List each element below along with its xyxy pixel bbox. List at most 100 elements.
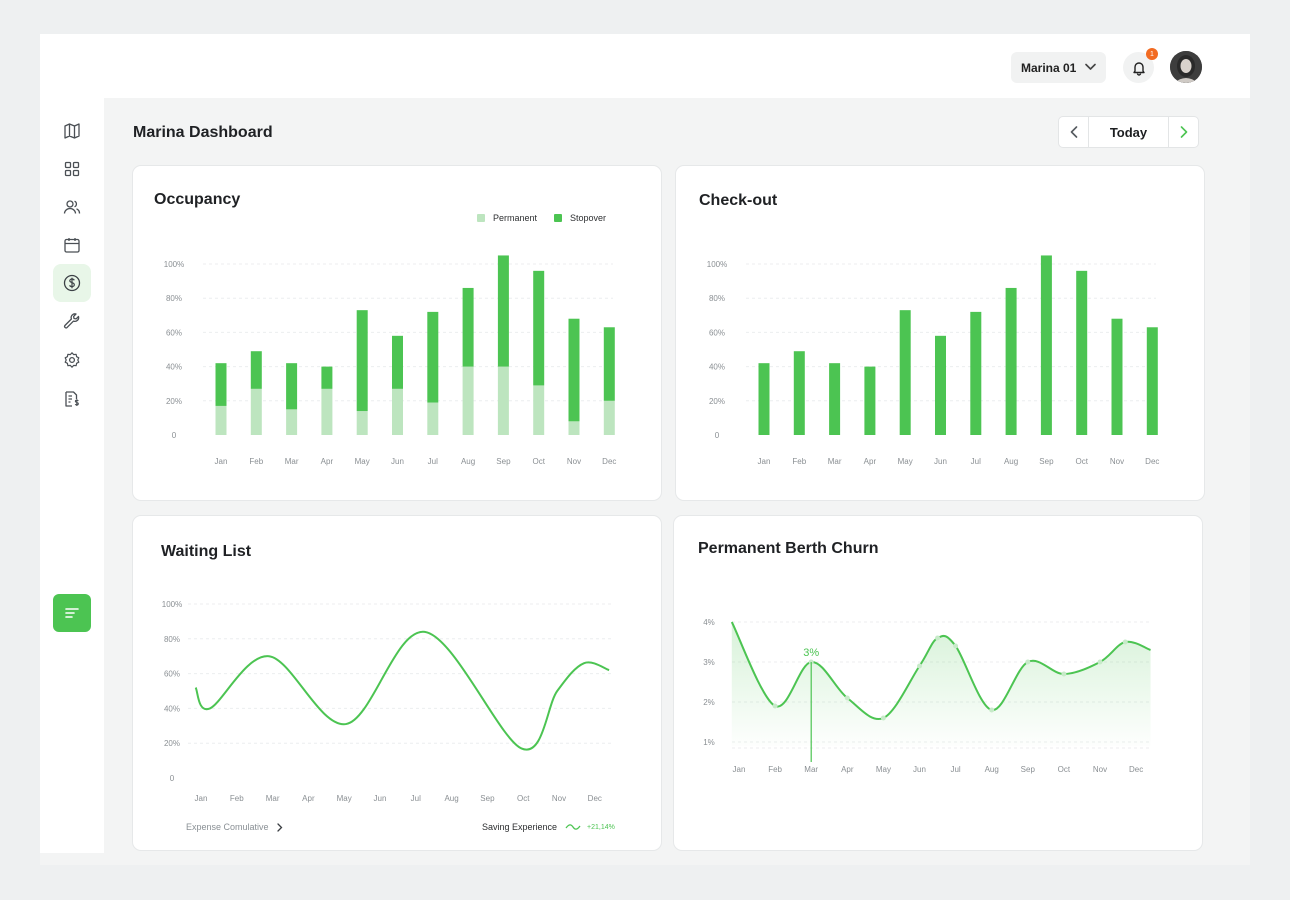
chevron-right-icon xyxy=(1180,126,1187,138)
x-tick-label: Jun xyxy=(391,457,404,466)
bar-checkout xyxy=(758,363,770,435)
x-tick-label: May xyxy=(898,457,913,466)
berth-churn-title: Permanent Berth Churn xyxy=(698,540,879,557)
app-window: Marina 01 1 xyxy=(40,34,1250,865)
churn-marker-label: 3% xyxy=(803,647,819,659)
x-tick-label: Mar xyxy=(266,794,280,803)
bar-stopover xyxy=(568,318,580,422)
sidebar-item-settings[interactable] xyxy=(53,341,91,379)
sidebar-item-billing[interactable] xyxy=(53,380,91,418)
avatar[interactable] xyxy=(1170,51,1202,83)
bar-permanent xyxy=(356,411,368,435)
x-tick-label: Sep xyxy=(1039,457,1054,466)
bar-checkout xyxy=(1005,287,1017,435)
y-tick-label: 0 xyxy=(715,431,720,440)
legend-label: Stopover xyxy=(570,213,607,223)
bar-stopover xyxy=(356,310,368,412)
chevron-right-icon xyxy=(276,822,282,832)
bar-checkout xyxy=(899,310,911,435)
bar-permanent xyxy=(568,421,580,435)
sidebar-item-users[interactable] xyxy=(53,188,91,226)
saving-experience-label: Saving Experience xyxy=(482,822,558,832)
bar-checkout xyxy=(793,351,805,435)
marina-select[interactable]: Marina 01 xyxy=(1011,52,1106,83)
x-tick-label: Jun xyxy=(374,794,387,803)
collapse-menu-button[interactable] xyxy=(53,594,91,632)
x-tick-label: Oct xyxy=(1058,765,1071,774)
x-tick-label: Nov xyxy=(1093,765,1107,774)
chevron-down-icon xyxy=(1085,63,1096,70)
checkout-card: Check-out 100% 80% 60% 40% 20% 0 Jan Feb Mar Apr M… xyxy=(675,165,1205,501)
legend-swatch xyxy=(554,214,563,222)
bar-permanent xyxy=(392,388,403,435)
x-tick-label: Apr xyxy=(841,765,854,774)
churn-point xyxy=(989,707,995,713)
x-tick-label: Sep xyxy=(1021,765,1036,774)
y-tick-label: 40% xyxy=(164,704,180,713)
expense-cumulative-link[interactable]: Expense Comulative xyxy=(186,822,283,832)
bar-permanent xyxy=(462,366,474,435)
x-tick-label: Aug xyxy=(461,457,475,466)
churn-point xyxy=(917,663,922,669)
x-tick-label: Oct xyxy=(517,794,530,803)
y-tick-label: 80% xyxy=(709,294,725,303)
page-title: Marina Dashboard xyxy=(133,124,273,141)
legend-label: Permanent xyxy=(493,213,538,223)
bar-stopover xyxy=(250,351,262,389)
occupancy-card: Occupancy Permanent Stopover 100% 80% 60% 4… xyxy=(132,165,662,501)
bar-stopover xyxy=(603,327,615,401)
x-tick-label: Mar xyxy=(285,457,299,466)
churn-point xyxy=(880,715,886,721)
y-tick-label: 60% xyxy=(164,670,180,679)
sidebar-item-finance[interactable] xyxy=(53,264,91,302)
next-date-button[interactable] xyxy=(1168,117,1198,147)
dollar-icon xyxy=(63,274,81,292)
x-tick-label: Jan xyxy=(733,765,746,774)
x-tick-label: Dec xyxy=(1129,765,1143,774)
bar-checkout xyxy=(970,311,982,435)
x-tick-label: Nov xyxy=(1110,457,1124,466)
waiting-list-line xyxy=(194,630,610,751)
x-tick-label: Apr xyxy=(302,794,315,803)
sidebar-item-maintenance[interactable] xyxy=(53,302,91,340)
occupancy-legend: Permanent Stopover xyxy=(477,213,623,223)
occupancy-title: Occupancy xyxy=(154,191,241,208)
sidebar-item-map[interactable] xyxy=(53,112,91,150)
x-tick-label: Aug xyxy=(444,794,458,803)
bar-stopover xyxy=(286,363,298,410)
x-tick-label: Dec xyxy=(588,794,602,803)
x-tick-label: Mar xyxy=(828,457,842,466)
x-tick-label: Jan xyxy=(758,457,771,466)
sidebar-item-calendar[interactable] xyxy=(53,226,91,264)
x-tick-label: Feb xyxy=(249,457,263,466)
x-tick-label: Jul xyxy=(411,794,421,803)
x-tick-label: Dec xyxy=(602,457,616,466)
x-tick-label: Nov xyxy=(567,457,581,466)
bar-checkout xyxy=(935,335,946,435)
bar-stopover xyxy=(462,287,474,367)
churn-point xyxy=(1122,639,1128,645)
churn-point xyxy=(1061,671,1067,677)
waiting-list-title: Waiting List xyxy=(161,543,252,560)
bar-stopover xyxy=(215,363,227,406)
settings-icon xyxy=(64,352,80,368)
x-tick-label: May xyxy=(337,794,352,803)
date-label[interactable]: Today xyxy=(1109,124,1148,140)
avatar-image xyxy=(1170,51,1202,83)
churn-point xyxy=(935,635,941,641)
bar-checkout xyxy=(864,366,876,435)
bar-stopover xyxy=(427,311,439,403)
x-tick-label: May xyxy=(876,765,891,774)
bar-checkout xyxy=(1146,327,1158,435)
bar-permanent xyxy=(603,400,615,435)
bar-permanent xyxy=(215,405,227,435)
x-tick-label: Oct xyxy=(532,457,545,466)
bar-checkout xyxy=(1076,270,1088,435)
x-tick-label: Mar xyxy=(804,765,818,774)
previous-date-button[interactable] xyxy=(1059,117,1089,147)
y-tick-label: 40% xyxy=(709,363,725,372)
x-tick-label: Oct xyxy=(1075,457,1088,466)
sidebar-item-dashboard[interactable] xyxy=(53,150,91,188)
churn-point xyxy=(1097,659,1103,665)
churn-point xyxy=(953,643,959,649)
